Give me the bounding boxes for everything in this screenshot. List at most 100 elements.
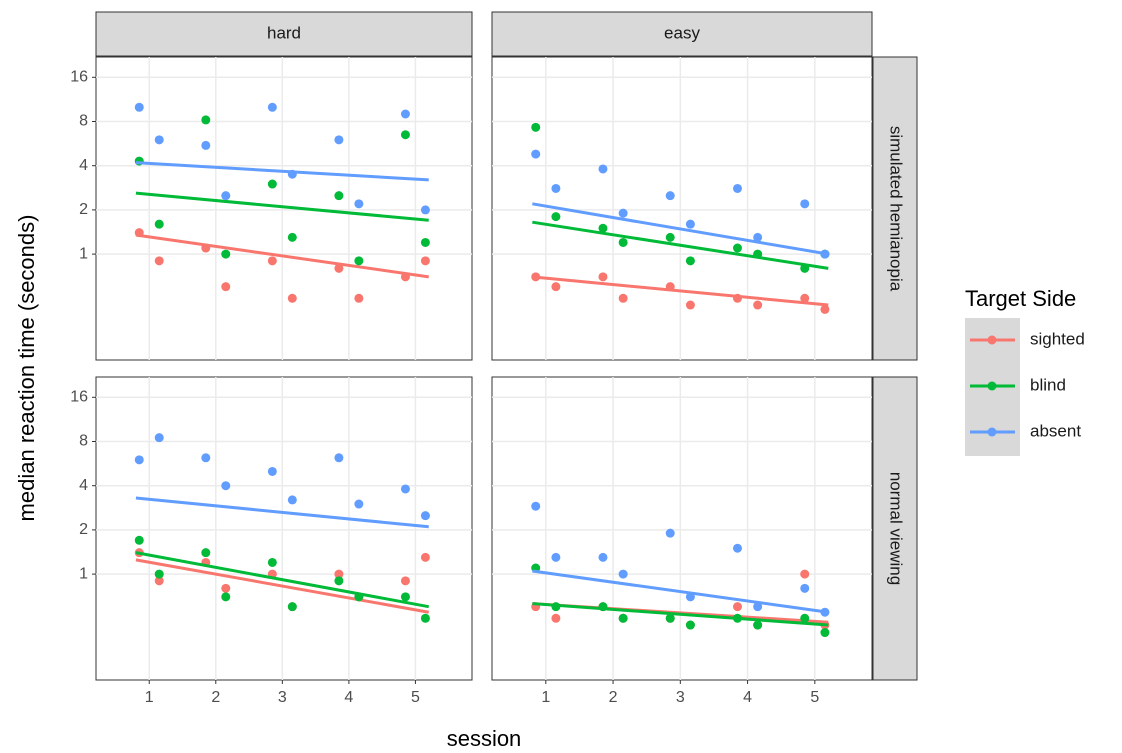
point xyxy=(154,576,164,586)
y-tick-label: 16 xyxy=(70,69,88,86)
point xyxy=(598,164,608,174)
point xyxy=(820,628,830,638)
x-tick-label: 1 xyxy=(145,689,154,706)
x-tick-label: 4 xyxy=(743,689,752,706)
point xyxy=(134,455,144,465)
point xyxy=(732,543,742,553)
point xyxy=(551,183,561,193)
point xyxy=(732,602,742,612)
point xyxy=(154,219,164,229)
x-tick-label: 3 xyxy=(676,689,685,706)
fit-line xyxy=(135,496,429,529)
point xyxy=(800,613,810,623)
point xyxy=(154,256,164,266)
point xyxy=(201,548,211,558)
panel xyxy=(95,56,473,361)
point xyxy=(753,300,763,310)
x-tick-label: 2 xyxy=(211,689,220,706)
x-tick-label: 1 xyxy=(541,689,550,706)
point xyxy=(154,433,164,443)
fit-line xyxy=(532,220,829,270)
point xyxy=(221,583,231,593)
y-tick-label: 4 xyxy=(79,157,88,174)
y-tick-label: 16 xyxy=(70,389,88,406)
point xyxy=(800,583,810,593)
strip xyxy=(872,376,918,681)
point xyxy=(598,552,608,562)
fit-line xyxy=(135,161,429,182)
point xyxy=(334,576,344,586)
point xyxy=(201,140,211,150)
point xyxy=(618,613,628,623)
point xyxy=(618,569,628,579)
legend-key xyxy=(987,381,997,391)
point xyxy=(201,115,211,125)
fit-line xyxy=(532,602,829,627)
point xyxy=(287,232,297,242)
legend-title: Target Side xyxy=(965,286,1076,311)
point xyxy=(685,219,695,229)
legend-label: blind xyxy=(1030,375,1066,394)
point xyxy=(334,453,344,463)
point xyxy=(334,191,344,201)
point xyxy=(400,592,410,602)
point xyxy=(400,109,410,119)
y-tick-label: 2 xyxy=(79,521,88,538)
point xyxy=(420,511,430,521)
point xyxy=(400,130,410,140)
point xyxy=(221,282,231,292)
point xyxy=(685,620,695,630)
strip xyxy=(95,11,473,57)
point xyxy=(221,592,231,602)
point xyxy=(287,495,297,505)
y-tick-label: 1 xyxy=(79,245,88,262)
strip-label: normal viewing xyxy=(887,472,906,585)
point xyxy=(267,256,277,266)
x-tick-label: 2 xyxy=(609,689,618,706)
y-tick-label: 8 xyxy=(79,113,88,130)
point xyxy=(134,535,144,545)
point xyxy=(334,263,344,273)
strip-label: hard xyxy=(267,23,301,42)
y-tick-label: 2 xyxy=(79,201,88,218)
legend-label: sighted xyxy=(1030,329,1085,348)
point xyxy=(354,499,364,509)
point xyxy=(800,199,810,209)
point xyxy=(154,569,164,579)
point xyxy=(551,282,561,292)
point xyxy=(551,613,561,623)
fit-line xyxy=(532,202,829,256)
y-tick-label: 4 xyxy=(79,477,88,494)
point xyxy=(420,613,430,623)
point xyxy=(665,232,675,242)
fit-line xyxy=(135,558,430,614)
point xyxy=(551,552,561,562)
point xyxy=(201,453,211,463)
legend-key xyxy=(987,427,997,437)
fit-line xyxy=(532,569,829,614)
point xyxy=(287,602,297,612)
point xyxy=(420,205,430,215)
point xyxy=(753,232,763,242)
point xyxy=(287,293,297,303)
point xyxy=(598,272,608,282)
point xyxy=(665,191,675,201)
x-tick-label: 5 xyxy=(810,689,819,706)
point xyxy=(753,602,763,612)
point xyxy=(134,102,144,112)
point xyxy=(420,552,430,562)
point xyxy=(354,256,364,266)
point xyxy=(221,249,231,259)
y-tick-label: 8 xyxy=(79,433,88,450)
point xyxy=(531,501,541,511)
point xyxy=(618,293,628,303)
fit-line xyxy=(135,551,430,609)
point xyxy=(800,569,810,579)
point xyxy=(267,179,277,189)
strip xyxy=(872,56,918,361)
x-tick-label: 3 xyxy=(278,689,287,706)
x-tick-label: 5 xyxy=(411,689,420,706)
point xyxy=(420,256,430,266)
point xyxy=(267,102,277,112)
